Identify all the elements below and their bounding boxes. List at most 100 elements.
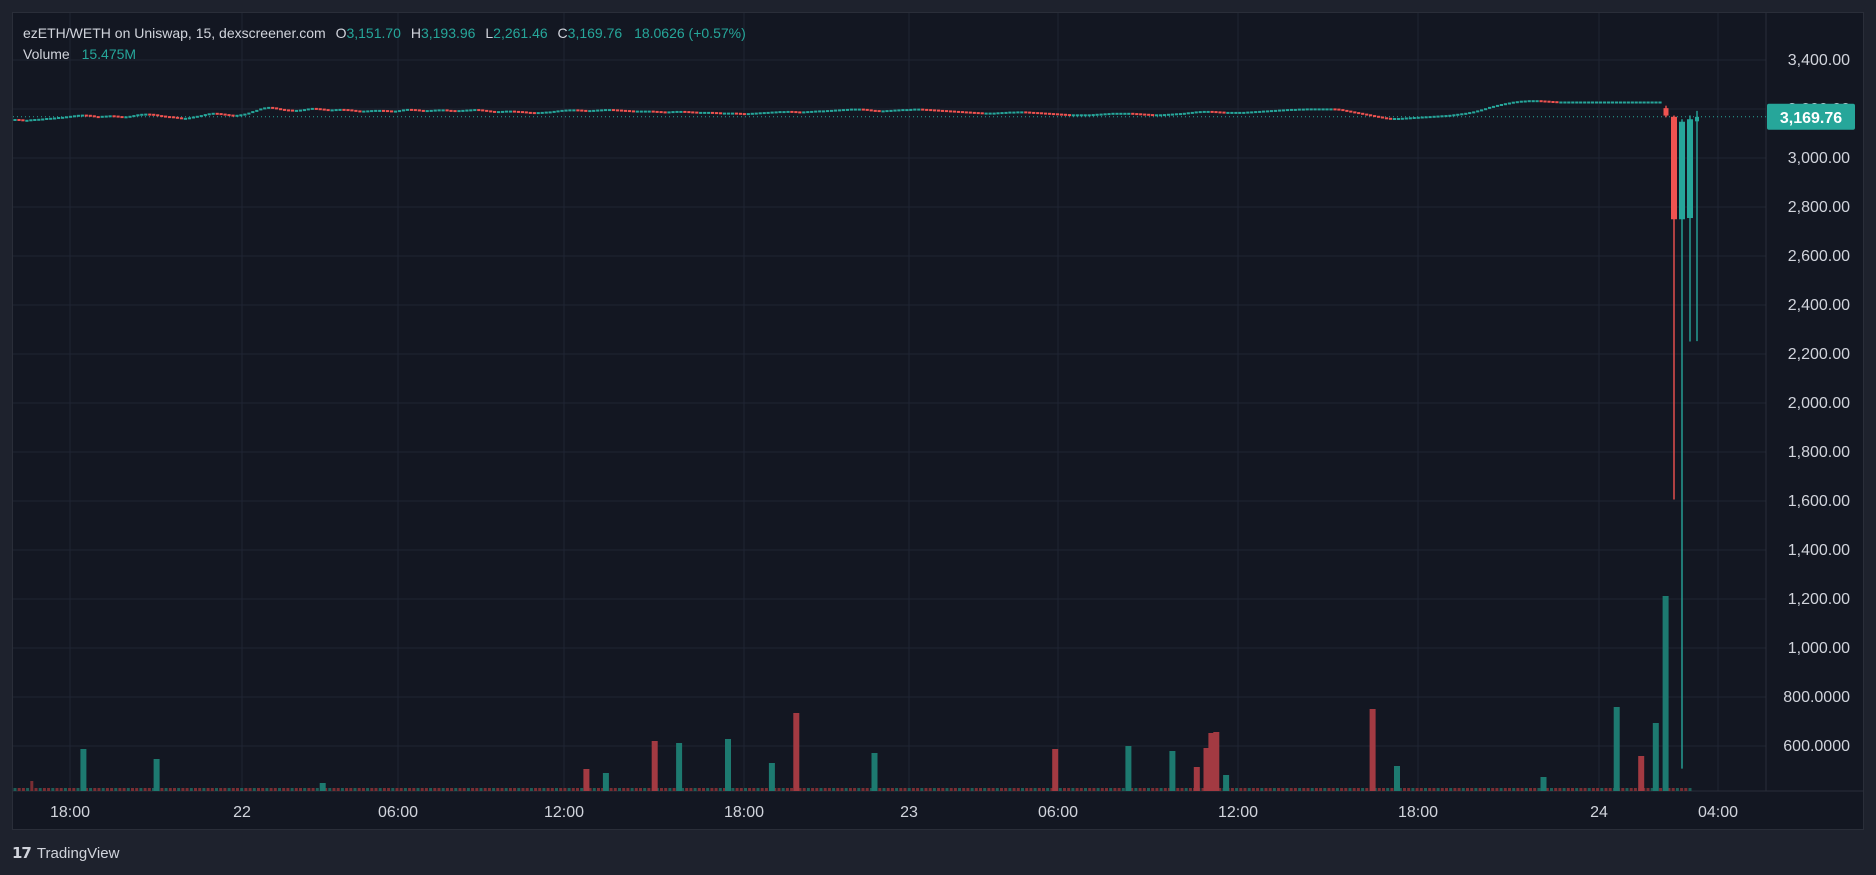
volume-bar [382,788,386,791]
candle [128,115,132,118]
volume-bar [1000,788,1003,791]
candle [909,108,913,111]
volume-bar [215,788,218,791]
volume-bar [479,788,483,791]
candle [358,110,362,113]
volume-bar [1105,788,1108,791]
candle [282,108,287,111]
candle [1456,113,1460,116]
candle [1384,117,1389,120]
tradingview-brand[interactable]: TradingView [36,844,120,862]
candle [544,111,548,114]
candle [1515,101,1519,104]
volume-bar [93,788,97,791]
volume-bar [1188,788,1192,791]
volume-bar [630,788,634,791]
chart-frame[interactable] [12,12,1864,830]
candle [627,110,631,113]
candle [1424,116,1428,119]
candle [917,108,921,111]
volume-bar [618,788,621,791]
volume-bar [668,788,672,791]
candle [1055,113,1060,116]
candle [1273,109,1278,112]
candle [786,110,790,113]
candle [937,109,941,112]
candle [635,110,639,113]
candle [1519,100,1523,103]
volume-spike-bar [1125,746,1132,791]
volume-bar [248,788,252,791]
candle [409,108,413,111]
candle [822,110,826,113]
y-tick-label: 1,000.00 [1788,640,1850,657]
candle [1353,111,1357,114]
candle [390,110,394,113]
volume-bar [639,788,642,791]
candle [1004,111,1008,114]
candle [885,110,889,113]
volume-bar [118,788,122,791]
candle [913,108,917,111]
legend-volume-row: Volume 15.475M [23,44,746,65]
candle [952,110,956,113]
volume-bar [1285,788,1289,791]
candle [441,109,445,112]
candle [568,109,572,112]
candle [504,110,509,113]
y-tick-label: 3,000.00 [1788,150,1850,167]
volume-bar [1688,788,1692,791]
volume-bar [1176,788,1180,791]
x-tick-label: 12:00 [544,804,584,821]
candle [374,109,378,112]
candle [703,111,707,114]
candle [1250,111,1254,114]
x-tick-labels: 18:00 22 06:00 12:00 18:00 23 06:00 12:00 18:00 2… [50,804,1738,821]
tradingview-footer[interactable]: 17 TradingView [12,842,119,864]
candle [1507,102,1511,105]
volume-bar [878,788,882,791]
volume-bar [1356,788,1360,791]
candle [1357,112,1361,115]
candle [1345,109,1349,112]
volume-bar [1512,788,1516,791]
volume-bar [1508,788,1511,791]
candle [164,115,168,118]
candle [382,109,386,112]
last-price-tag: 3,169.76 [1767,103,1855,130]
candle [148,113,152,116]
candle [453,110,457,113]
candle [1095,113,1099,116]
candle [580,109,584,112]
candle [1305,108,1309,111]
candle [1579,101,1583,104]
candle [1226,111,1230,114]
volume-bar [290,788,294,791]
volume-bar [1142,788,1146,791]
candle [104,115,108,118]
candle [1008,111,1012,114]
candle [1539,100,1543,103]
candle [322,108,326,111]
volume-bar [853,788,857,791]
candle [326,109,330,112]
candle [1182,112,1186,115]
volume-bar [391,788,395,791]
volume-bar [1184,788,1188,791]
candle [1262,110,1266,113]
volume-bar [1591,788,1595,791]
tradingview-logo-icon[interactable]: 17 [12,844,32,862]
candle [1230,111,1234,114]
volume-bar [1659,788,1663,791]
candle [298,109,302,112]
candle [1234,111,1238,114]
y-tick-label: 3,400.00 [1788,52,1850,69]
volume-spike-bar [80,749,87,791]
volume-bar [1050,788,1054,791]
candle [493,110,497,113]
volume-bar [38,788,42,791]
volume-spike-bar [1052,749,1059,791]
candle [1503,103,1507,106]
volume-bar [555,788,558,791]
